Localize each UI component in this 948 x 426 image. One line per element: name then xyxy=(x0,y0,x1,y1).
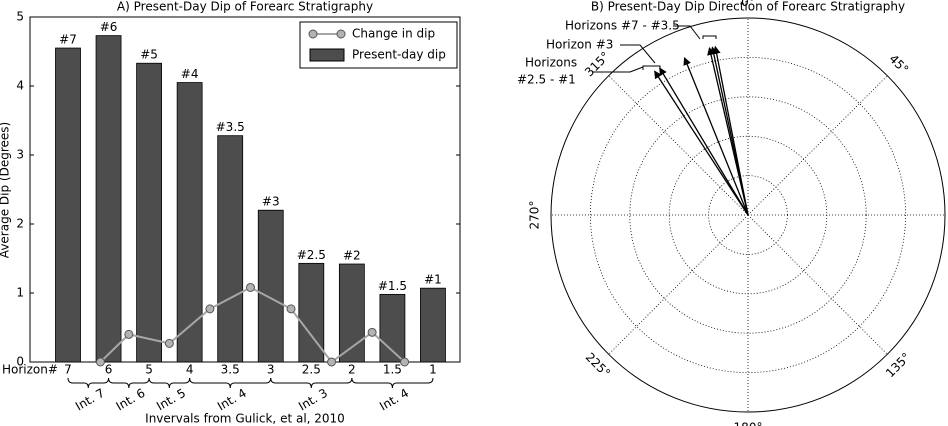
dip-arrow xyxy=(659,67,749,216)
grid-spoke xyxy=(747,75,888,216)
angle-label: 45° xyxy=(886,52,911,77)
y-tick-label: 4 xyxy=(16,79,24,93)
x-tick-label: 4 xyxy=(186,363,194,377)
interval-label: Int. 4 xyxy=(215,386,249,414)
grid-spoke xyxy=(747,214,888,355)
x-tick-label: 3.5 xyxy=(221,363,240,377)
bar xyxy=(176,82,203,363)
grid-spoke xyxy=(608,75,749,216)
change-point xyxy=(205,304,215,314)
interval-label: Int. 7 xyxy=(73,386,107,414)
x-tick-label: 3 xyxy=(267,363,275,377)
x-tick-label: 1.5 xyxy=(383,363,402,377)
annotation-bracket xyxy=(620,44,656,64)
y-tick-label: 1 xyxy=(16,286,24,300)
interval-brace xyxy=(67,377,110,389)
bar xyxy=(95,35,122,363)
interval-brace xyxy=(351,377,434,389)
interval-label: Int. 4 xyxy=(377,386,411,414)
change-point xyxy=(367,327,377,337)
interval-label: Int. 5 xyxy=(154,386,188,414)
bar xyxy=(338,263,365,363)
dip-arrow xyxy=(712,45,749,216)
change-point xyxy=(245,282,255,292)
x-tick-label: 2 xyxy=(348,363,356,377)
bar-label: #2 xyxy=(343,249,361,263)
change-point xyxy=(164,338,174,348)
plot-frame xyxy=(29,16,461,363)
change-point xyxy=(286,304,296,314)
x-tick-label: 2.5 xyxy=(302,363,321,377)
x-tick-label: 1 xyxy=(429,363,437,377)
y-axis-label: Average Dip (Degrees) xyxy=(0,122,12,258)
bar-label: #6 xyxy=(100,20,118,34)
bar xyxy=(136,62,163,363)
legend-marker xyxy=(308,29,318,39)
y-tick-label: 0 xyxy=(16,355,24,369)
bar-label: #7 xyxy=(59,33,77,47)
x-tick-label: 6 xyxy=(105,363,113,377)
y-tick-label: 2 xyxy=(16,217,24,231)
x-tick-label: 5 xyxy=(145,363,153,377)
interval-label: Int. 3 xyxy=(296,386,330,414)
change-point xyxy=(95,357,105,367)
y-tick-label: 3 xyxy=(16,148,24,162)
bar-label: #2.5 xyxy=(297,248,326,262)
legend-label: Present-day dip xyxy=(352,48,446,62)
bar-label: #3 xyxy=(262,195,280,209)
legend-label: Change in dip xyxy=(352,27,435,41)
bar xyxy=(257,209,284,363)
change-point xyxy=(400,357,410,367)
chart-title: B) Present-Day Dip Direction of Forearc … xyxy=(591,0,905,14)
angle-label: 315° xyxy=(582,49,612,79)
bar-label: #5 xyxy=(140,48,158,62)
bar xyxy=(55,47,81,363)
dip-arrow xyxy=(683,56,749,216)
annotation: Horizon #3 xyxy=(546,38,613,52)
angle-label: 270° xyxy=(528,201,542,230)
interval-brace xyxy=(108,377,150,389)
annotation-bracket xyxy=(673,25,717,40)
angle-label: 0° xyxy=(741,0,755,9)
bar-label: #1 xyxy=(424,273,442,287)
x-tick-label: 7 xyxy=(64,363,72,377)
polar-frame xyxy=(550,17,946,413)
interval-label: Int. 6 xyxy=(114,386,148,414)
grid-ring xyxy=(629,96,867,334)
annotation: Horizons #7 - #3.5 xyxy=(565,19,680,33)
bar xyxy=(420,287,446,363)
legend-marker xyxy=(336,29,346,39)
annotation-bracket xyxy=(592,65,661,73)
bar xyxy=(298,262,325,363)
bar xyxy=(217,135,244,363)
angle-label: 180° xyxy=(734,420,763,426)
bar-label: #4 xyxy=(181,67,199,81)
x-axis-name: Horizon# xyxy=(2,363,58,377)
grid-spoke xyxy=(608,214,749,355)
bar-label: #1.5 xyxy=(378,279,407,293)
chart-title: A) Present-Day Dip of Forearc Stratigrap… xyxy=(117,0,373,14)
change-point xyxy=(327,357,337,367)
y-tick-label: 5 xyxy=(16,10,24,24)
annotation: #2.5 - #1 xyxy=(517,73,576,87)
interval-brace xyxy=(189,377,272,389)
legend-swatch xyxy=(309,48,345,62)
dip-arrow xyxy=(654,70,749,216)
interval-brace xyxy=(270,377,353,389)
interval-brace xyxy=(148,377,191,389)
change-point xyxy=(124,329,134,339)
annotation: Horizons xyxy=(525,56,577,70)
x-axis-label: Invervals from Gulick, et al, 2010 xyxy=(145,412,345,426)
bar-label: #3.5 xyxy=(216,120,245,134)
